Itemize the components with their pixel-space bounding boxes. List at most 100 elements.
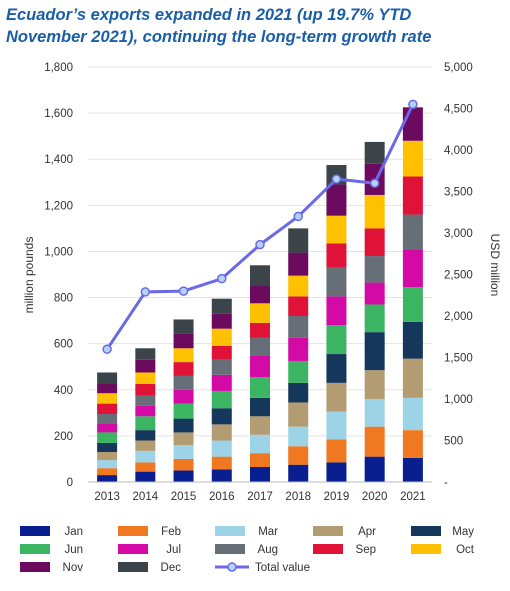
- legend-label: Nov: [63, 562, 84, 574]
- bar-segment-feb-2015: [173, 458, 194, 471]
- bar-segment-feb-2017: [250, 453, 270, 468]
- bar-segment-nov-2017: [250, 286, 270, 304]
- bar-segment-dec-2013: [97, 372, 118, 385]
- legend-item-may: May: [411, 526, 474, 538]
- bar-segment-nov-2014: [135, 359, 156, 373]
- bar-segment-oct-2021: [402, 140, 423, 177]
- y2-tick-label: 1,000: [444, 394, 473, 406]
- bar-segment-may-2018: [288, 382, 309, 403]
- bar-segment-aug-2020: [364, 256, 385, 283]
- bar-segment-oct-2014: [135, 372, 156, 385]
- bar-segment-sep-2020: [364, 228, 385, 257]
- bar-segment-jun-2016: [211, 390, 232, 409]
- y-tick-label: 1,800: [44, 62, 73, 74]
- legend-label: Jan: [64, 526, 83, 538]
- total-value-point-2019: [331, 174, 342, 184]
- total-value-point-2014: [140, 287, 151, 297]
- legend-swatch: [313, 526, 343, 536]
- y-tick-label: 1,000: [44, 246, 73, 258]
- legend-item-dec: Dec: [118, 562, 181, 574]
- y2-tick-label: 2,500: [444, 270, 473, 282]
- bar-segment-apr-2014: [135, 440, 156, 451]
- bar-segment-jan-2018: [288, 464, 309, 482]
- legend-label: Jun: [64, 544, 83, 556]
- bar-segment-aug-2019: [326, 267, 347, 297]
- bar-segment-jan-2020: [364, 456, 385, 482]
- legend-item-jan: Jan: [20, 526, 83, 538]
- bar-segment-oct-2013: [97, 393, 118, 404]
- bar-segment-may-2021: [402, 321, 423, 359]
- bar-segment-jan-2017: [250, 467, 270, 482]
- bar-segment-jul-2021: [402, 249, 423, 288]
- bar-segment-apr-2018: [288, 402, 309, 427]
- legend-swatch: [20, 544, 50, 554]
- bar-segment-jul-2019: [326, 296, 347, 326]
- bar-segment-apr-2016: [211, 424, 232, 441]
- y2-tick-label: 4,500: [444, 104, 473, 116]
- legend-swatch: [118, 562, 148, 572]
- bar-segment-sep-2017: [250, 322, 270, 338]
- bar-segment-mar-2014: [135, 450, 156, 463]
- y2-tick-label: 3,500: [444, 187, 473, 199]
- bar-segment-sep-2019: [326, 243, 347, 268]
- bar-segment-sep-2016: [211, 345, 232, 360]
- legend-item-aug: Aug: [215, 544, 278, 556]
- bar-segment-feb-2016: [211, 456, 232, 470]
- bar-segment-jan-2019: [326, 462, 347, 482]
- bar-segment-apr-2015: [173, 432, 194, 446]
- bar-segment-may-2017: [250, 397, 270, 417]
- x-tick-label: 2014: [133, 491, 159, 503]
- bar-segment-jan-2021: [402, 457, 423, 482]
- legend-label: Oct: [456, 544, 475, 556]
- x-tick-label: 2019: [324, 491, 350, 503]
- y2-tick-label: -: [444, 477, 448, 489]
- legend-label: May: [452, 526, 474, 538]
- bar-segment-dec-2014: [135, 348, 156, 360]
- bar-segment-jun-2014: [135, 416, 156, 431]
- legend-item-jul: Jul: [118, 544, 181, 556]
- chart-title: Ecuador’s exports expanded in 2021 (up 1…: [6, 4, 506, 48]
- legend-item-oct: Oct: [411, 544, 475, 556]
- y-tick-label: 400: [54, 385, 73, 397]
- legend-item-mar: Mar: [215, 526, 278, 538]
- total-value-point-2017: [255, 239, 265, 250]
- legend-label: Sep: [356, 544, 376, 556]
- bar-segment-nov-2018: [288, 252, 309, 276]
- total-value-point-2016: [217, 273, 227, 284]
- legend-label: Dec: [161, 562, 182, 574]
- bar-segment-sep-2018: [288, 296, 309, 316]
- bar-segment-dec-2015: [173, 319, 194, 334]
- bar-segment-jun-2019: [326, 325, 347, 355]
- bar-segment-feb-2019: [326, 439, 347, 463]
- bar-segment-mar-2017: [250, 434, 270, 454]
- bar-segment-may-2015: [173, 418, 194, 433]
- legend-label: Mar: [258, 526, 278, 538]
- total-value-point-2018: [293, 211, 303, 222]
- total-value-point-2020: [369, 178, 380, 188]
- legend-swatch: [411, 544, 441, 554]
- y2-tick-label: 500: [444, 436, 463, 448]
- legend-swatch: [215, 544, 245, 554]
- x-tick-label: 2021: [400, 491, 426, 503]
- x-tick-label: 2018: [285, 491, 311, 503]
- legend-swatch: [215, 526, 245, 536]
- legend-label: Feb: [161, 526, 181, 538]
- bar-segment-apr-2021: [402, 358, 423, 398]
- bar-segment-aug-2018: [288, 316, 309, 338]
- bar-segment-jun-2013: [97, 432, 118, 443]
- legend-label: Aug: [258, 544, 278, 556]
- left-axis-ticks: 0 200 400 600 800 1,000 1,200 1,400 1,600 1,800: [44, 62, 73, 489]
- x-tick-label: 2016: [209, 491, 235, 503]
- legend-item-apr: Apr: [313, 526, 376, 538]
- bar-segment-feb-2014: [135, 462, 156, 472]
- x-tick-label: 2013: [94, 491, 120, 503]
- bar-segment-jul-2014: [135, 405, 156, 417]
- y2-tick-label: 2,000: [444, 311, 473, 323]
- bar-segment-feb-2018: [288, 446, 309, 465]
- bar-segment-apr-2019: [326, 382, 347, 412]
- bar-segment-may-2020: [364, 332, 385, 371]
- legend-swatch: [118, 526, 148, 536]
- bar-segment-aug-2017: [250, 337, 270, 356]
- y-tick-label: 1,600: [44, 108, 73, 120]
